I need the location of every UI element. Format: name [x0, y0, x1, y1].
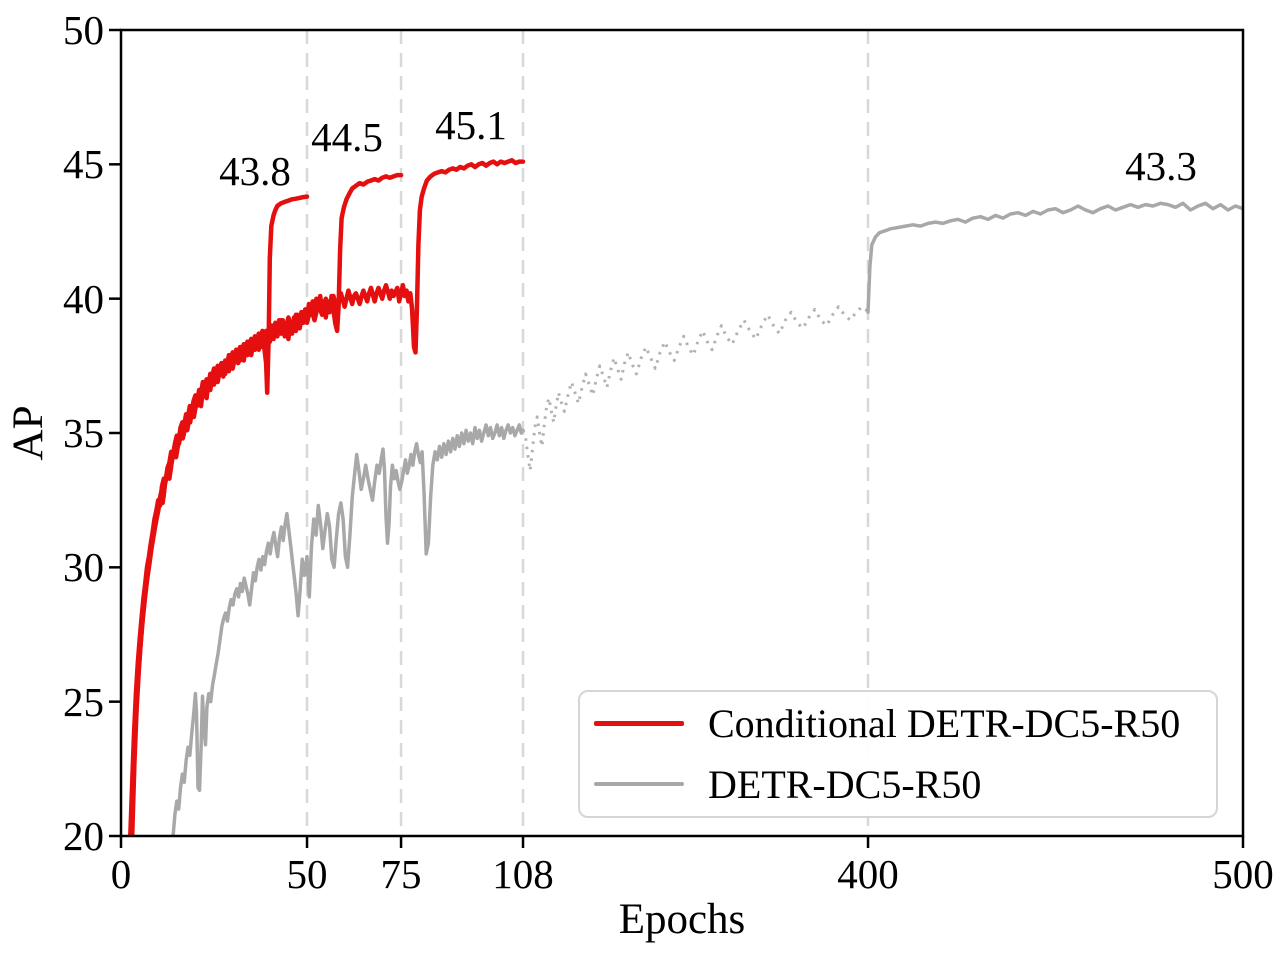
legend-entry-conditional: Conditional DETR-DC5-R50 [580, 695, 1216, 753]
axes-spines [119, 28, 1245, 838]
y-axis-tick-label-25: 25 [63, 679, 104, 725]
y-axis-tick-label-45: 45 [63, 141, 104, 187]
annotation-44-5: 44.5 [311, 114, 383, 160]
legend-label-detr: DETR-DC5-R50 [708, 761, 982, 807]
x-axis-tick-label-500: 500 [1212, 851, 1274, 897]
legend-label-conditional: Conditional DETR-DC5-R50 [708, 701, 1181, 747]
x-axis-tick-label-50: 50 [286, 851, 328, 897]
y-axis-tick-label-30: 30 [63, 544, 104, 590]
legend: Conditional DETR-DC5-R50 DETR-DC5-R50 [578, 690, 1218, 818]
x-axis-tick-label-0: 0 [110, 851, 132, 897]
y-axis-tick-label-35: 35 [63, 410, 104, 456]
legend-swatch-detr [594, 782, 684, 787]
x-axis-tick-label-75: 75 [380, 851, 422, 897]
y-axis-tick-label-20: 20 [63, 813, 104, 859]
legend-swatch-conditional [594, 721, 684, 727]
x-axis-title: Epochs [618, 896, 746, 943]
annotation-43-3: 43.3 [1125, 143, 1197, 189]
x-axis-tick-label-400: 400 [837, 851, 899, 897]
series-group [128, 158, 1243, 836]
y-axis-tick-label-40: 40 [63, 276, 104, 322]
y-axis-title: AP [5, 405, 52, 461]
y-axis-tick-label-50: 50 [63, 7, 104, 53]
x-axis-tick-label-108: 108 [492, 851, 554, 897]
annotation-45-1: 45.1 [435, 102, 507, 148]
series-line-conditional-run-108ep [129, 158, 526, 836]
series-line-detr-dotted-108-400 [521, 305, 870, 473]
legend-entry-detr: DETR-DC5-R50 [580, 755, 1216, 813]
series-line-detr-solid-0-108 [171, 423, 525, 836]
series-line-detr-solid-400-500 [866, 201, 1243, 314]
series-line-conditional-run-75ep [129, 172, 404, 836]
annotation-43-8: 43.8 [219, 148, 291, 194]
